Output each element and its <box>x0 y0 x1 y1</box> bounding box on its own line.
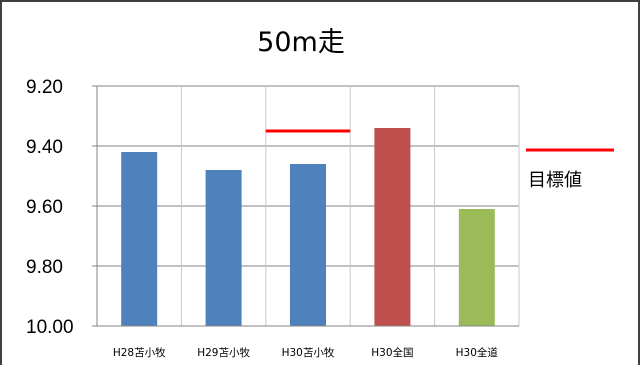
bar <box>290 164 326 326</box>
bar <box>374 128 411 326</box>
bar <box>458 209 495 326</box>
y-tick-label: 9.60 <box>26 197 63 218</box>
bar <box>205 170 242 326</box>
bars <box>121 128 495 326</box>
y-axis-ticks: 9.20 9.40 9.60 9.80 10.00 <box>26 77 74 338</box>
grid <box>97 85 520 326</box>
legend: 目標値 <box>526 148 614 191</box>
y-tick-label: 10.00 <box>26 317 74 338</box>
x-axis-ticks: H28苫小牧 H29苫小牧 H30苫小牧 H30全国 H30全道 <box>113 346 499 359</box>
x-tick-label: H30苫小牧 <box>282 346 335 359</box>
x-tick-label: H28苫小牧 <box>113 346 166 359</box>
y-tick-label: 9.20 <box>26 77 63 98</box>
axes <box>92 85 519 327</box>
y-tick-label: 9.80 <box>26 257 63 278</box>
x-tick-label: H29苫小牧 <box>197 346 250 359</box>
bar <box>121 152 158 326</box>
chart-title: 50m走 <box>257 27 345 58</box>
legend-target-label: 目標値 <box>528 170 582 191</box>
y-tick-label: 9.40 <box>26 137 63 158</box>
x-tick-label: H30全道 <box>456 346 499 359</box>
x-tick-label: H30全国 <box>371 346 413 359</box>
